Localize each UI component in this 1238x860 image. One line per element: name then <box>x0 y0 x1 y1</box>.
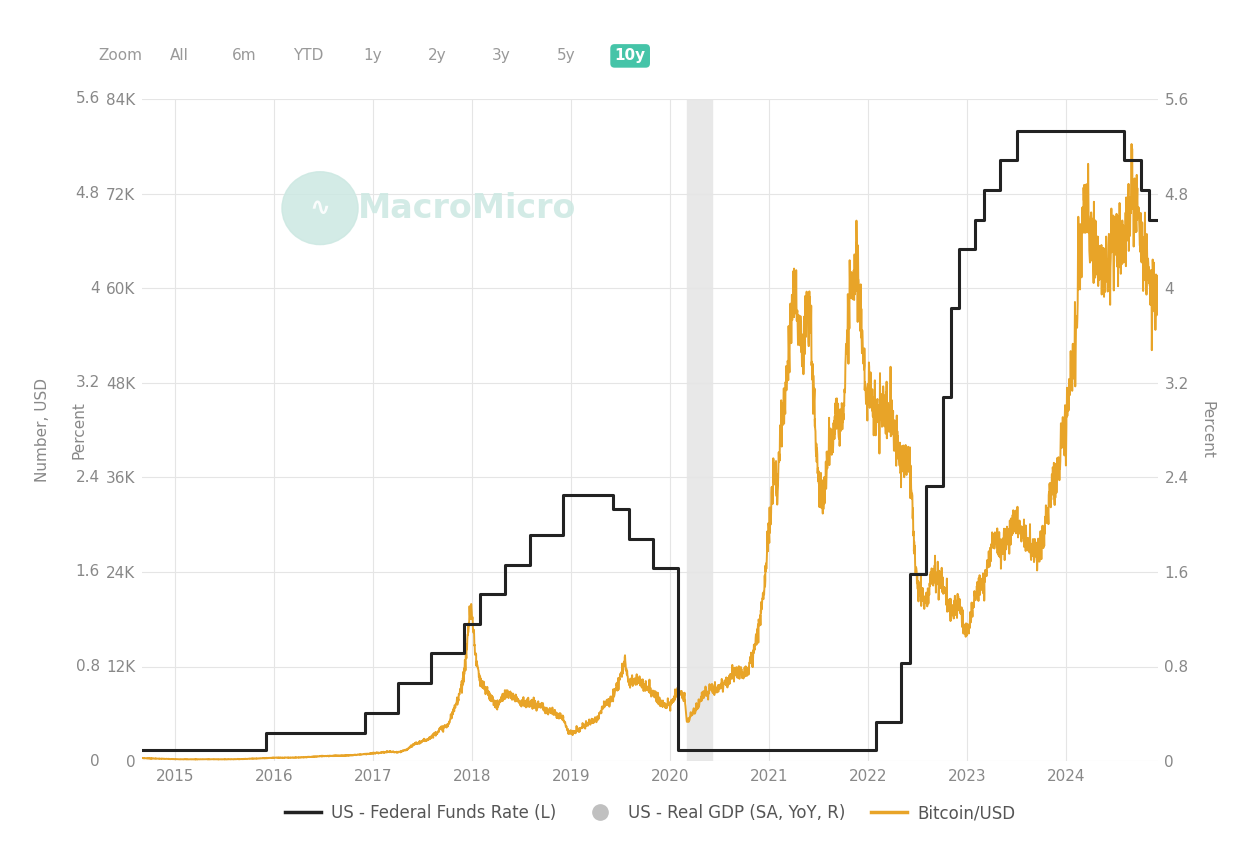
Text: 5y: 5y <box>556 48 576 64</box>
Text: 2.4: 2.4 <box>76 470 100 485</box>
Text: 4: 4 <box>90 280 100 296</box>
Text: 3.2: 3.2 <box>76 375 100 390</box>
Text: 4.8: 4.8 <box>76 186 100 201</box>
Text: All: All <box>170 48 189 64</box>
Text: 1y: 1y <box>363 48 383 64</box>
Text: 6m: 6m <box>232 48 256 64</box>
Text: 10y: 10y <box>614 48 646 64</box>
Text: Zoom: Zoom <box>98 48 142 64</box>
Text: 3y: 3y <box>491 48 511 64</box>
Y-axis label: Number, USD: Number, USD <box>36 378 51 482</box>
Text: 0: 0 <box>90 753 100 769</box>
Ellipse shape <box>282 172 358 244</box>
Text: 2y: 2y <box>427 48 447 64</box>
Text: 1.6: 1.6 <box>76 564 100 580</box>
Y-axis label: Percent: Percent <box>1200 401 1214 459</box>
Text: 5.6: 5.6 <box>76 91 100 107</box>
Text: ∿: ∿ <box>310 196 331 220</box>
Text: Percent: Percent <box>72 401 87 459</box>
Legend: US - Federal Funds Rate (L), US - Real GDP (SA, YoY, R), Bitcoin/USD: US - Federal Funds Rate (L), US - Real G… <box>277 797 1023 829</box>
Text: YTD: YTD <box>293 48 323 64</box>
Bar <box>687 99 712 761</box>
Text: MacroMicro: MacroMicro <box>358 192 577 224</box>
Text: 0.8: 0.8 <box>76 659 100 674</box>
